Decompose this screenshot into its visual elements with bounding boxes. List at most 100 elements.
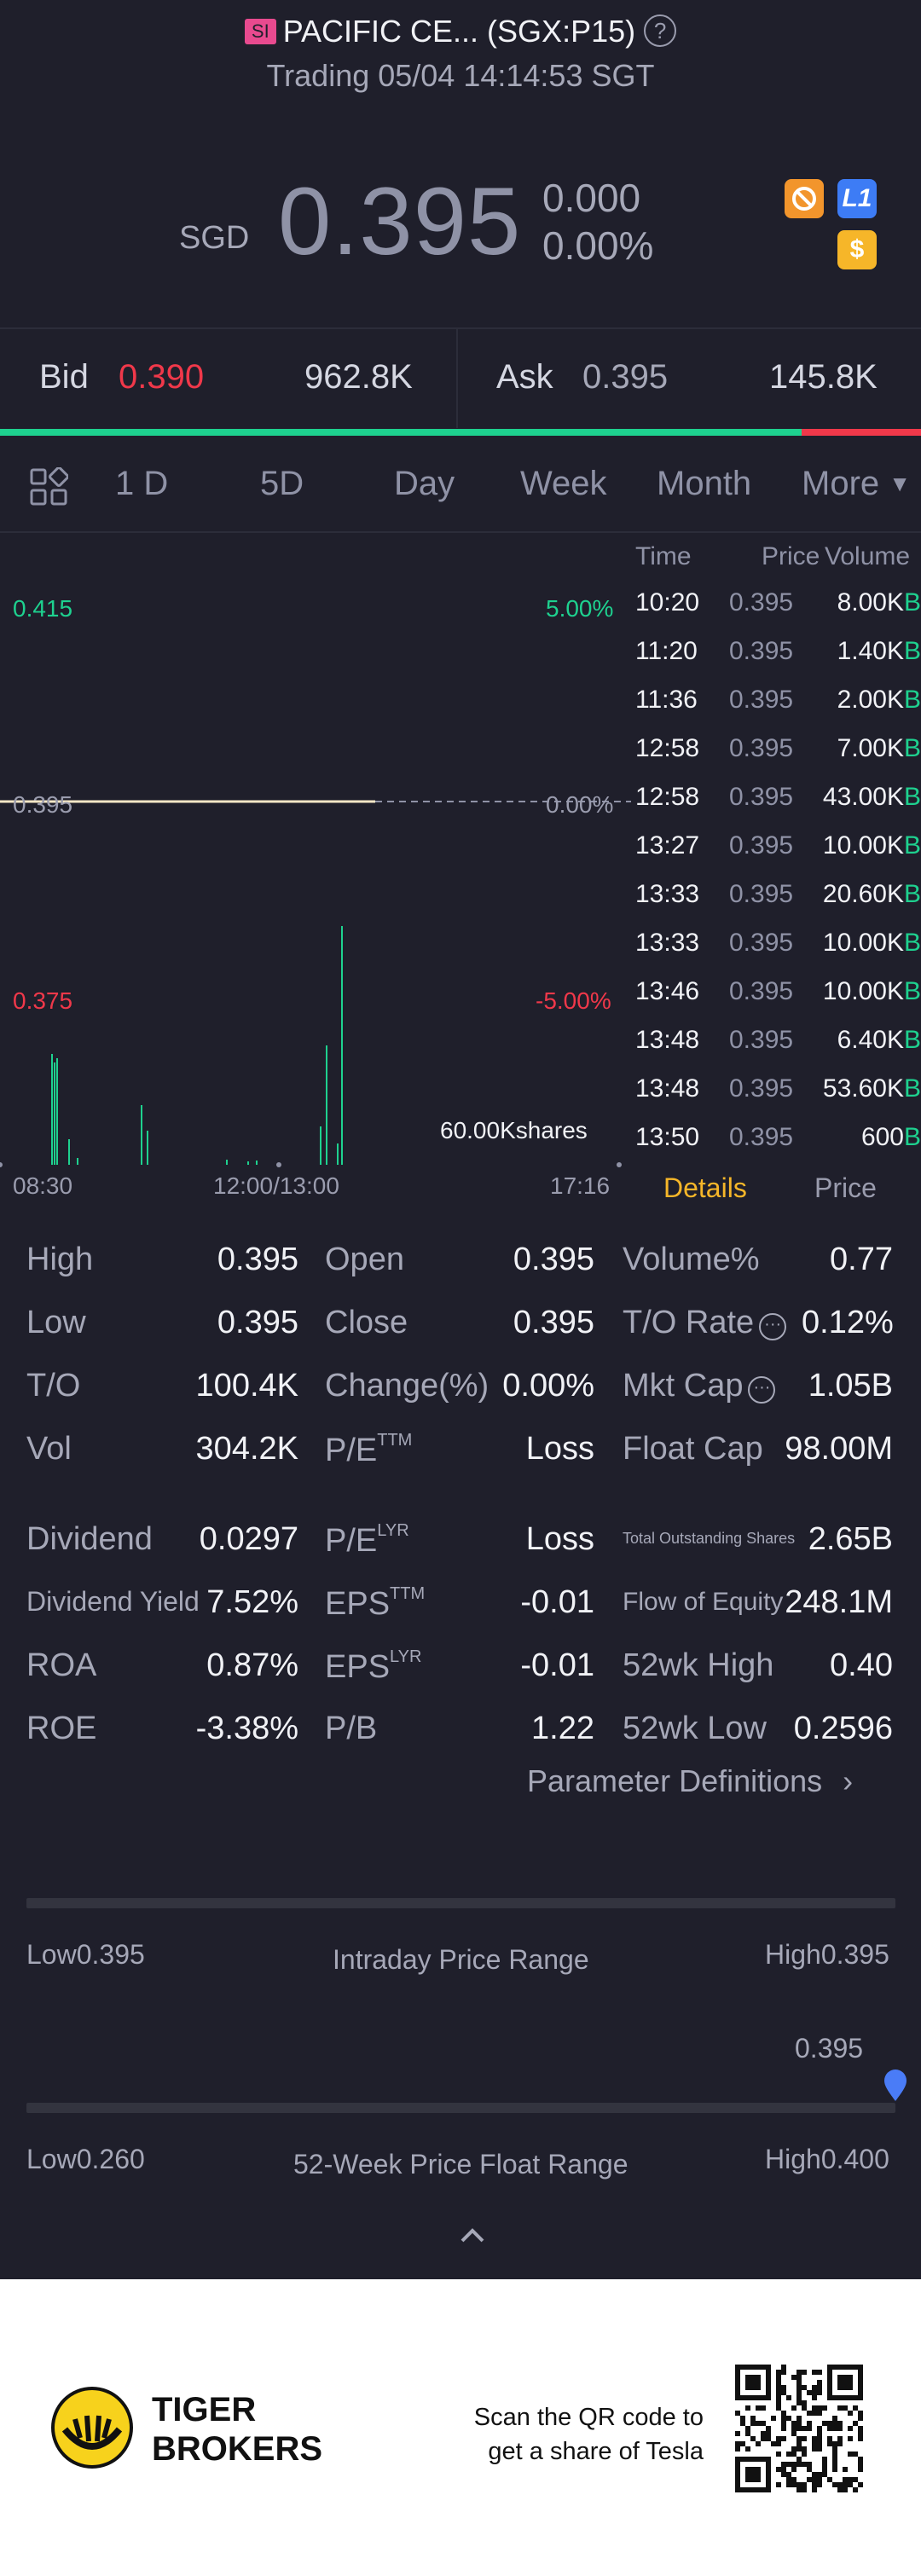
tab-month[interactable]: Month — [657, 465, 752, 502]
trade-price: 0.395 — [729, 637, 794, 665]
parameter-definitions-label: Parameter Definitions — [527, 1763, 823, 1798]
trade-volume: 43.00K — [822, 783, 904, 811]
trade-side: B — [903, 831, 921, 860]
trade-time: 10:20 — [635, 588, 700, 617]
parameter-definitions-link[interactable]: Parameter Definitions › — [527, 1763, 853, 1799]
stat-flow-value: 248.1M — [785, 1584, 893, 1620]
trade-price: 0.395 — [729, 1026, 794, 1054]
volume-bar — [147, 1131, 148, 1165]
tab-price[interactable]: Price — [814, 1172, 877, 1203]
stat-epslyr-label: EPSLYR — [325, 1647, 421, 1686]
trade-side: B — [903, 783, 921, 811]
volume-bar — [226, 1160, 228, 1165]
trading-status: Trading 05/04 14:14:53 SGT — [266, 58, 655, 93]
stat-volpct-label: Volume% — [623, 1242, 760, 1277]
axis-dot — [617, 1162, 622, 1167]
stat-low-value: 0.395 — [217, 1305, 298, 1340]
trade-price: 0.395 — [729, 588, 794, 617]
stat-epslyr-sup: LYR — [390, 1647, 422, 1666]
tab-5d[interactable]: 5D — [260, 465, 304, 502]
trade-side: B — [903, 1074, 921, 1103]
stat-eps-label: EPSTTM — [325, 1584, 425, 1623]
stock-title: SI PACIFIC CE... (SGX:P15)? — [0, 14, 921, 49]
tab-details[interactable]: Details — [663, 1172, 747, 1203]
grid-icon[interactable] — [29, 466, 69, 511]
qr-caption-line-1: Scan the QR code to — [473, 2404, 704, 2431]
tab-week[interactable]: Week — [520, 465, 607, 502]
volume-bar — [247, 1161, 249, 1165]
52wk-range-bar — [26, 2103, 895, 2113]
chevron-up-icon[interactable] — [455, 2222, 489, 2252]
stat-vol-value: 304.2K — [195, 1431, 298, 1467]
volume-scale-label: 60.00Kshares — [440, 1117, 588, 1143]
stat-52wkhigh-label: 52wk High — [623, 1647, 774, 1683]
stat-to-value: 100.4K — [195, 1368, 298, 1404]
bid-ask-separator — [456, 329, 458, 428]
stat-high-label: High — [26, 1242, 94, 1277]
trade-side: B — [903, 637, 921, 665]
price-change-value: 0.000 — [542, 176, 641, 220]
stat-eps-value: -0.01 — [520, 1584, 594, 1620]
tab-day[interactable]: Day — [394, 465, 455, 502]
tab-more[interactable]: More ▼ — [802, 465, 911, 503]
volume-bar — [320, 1126, 321, 1165]
ask-label: Ask — [496, 358, 553, 396]
trade-volume: 8.00K — [837, 588, 904, 617]
stat-torate-label: T/O Rate ··· — [623, 1305, 787, 1341]
trade-time: 11:36 — [635, 686, 698, 714]
stat-pe-label: P/ETTM — [325, 1431, 412, 1469]
stat-dividend-value: 0.0297 — [199, 1521, 298, 1557]
trade-volume: 53.60K — [822, 1074, 904, 1103]
currency-label: SGD — [179, 220, 250, 256]
trade-volume: 10.00K — [822, 929, 904, 957]
volume-bar — [326, 1045, 327, 1165]
range-marker-value: 0.395 — [795, 2033, 864, 2064]
stat-high-value: 0.395 — [217, 1242, 298, 1277]
trade-time: 12:58 — [635, 734, 700, 762]
last-price: 0.395 — [278, 168, 522, 275]
stat-open-label: Open — [325, 1242, 404, 1277]
trade-side: B — [903, 1123, 921, 1151]
trade-side: B — [903, 880, 921, 908]
stat-floatcap-label: Float Cap — [623, 1431, 763, 1467]
stat-mktcap-label-text: Mkt Cap — [623, 1368, 744, 1404]
intraday-chart[interactable] — [0, 537, 631, 1185]
stat-mktcap-label: Mkt Cap ··· — [623, 1368, 776, 1404]
trade-volume: 7.00K — [837, 734, 904, 762]
stat-roe-value: -3.38% — [195, 1711, 298, 1746]
stat-torate-label-text: T/O Rate — [623, 1305, 755, 1340]
tiger-logo-icon — [49, 2385, 135, 2475]
brand-line-2: BROKERS — [152, 2430, 323, 2468]
tab-1d[interactable]: 1 D — [115, 465, 169, 502]
dollar-icon[interactable]: $ — [837, 230, 877, 269]
stat-roa-value: 0.87% — [206, 1647, 298, 1683]
stat-floatcap-value: 98.00M — [785, 1431, 893, 1467]
question-icon[interactable]: ? — [644, 14, 677, 47]
trade-row: 13:46 0.395 10.00K B — [635, 977, 921, 1026]
axis-dots — [0, 1162, 622, 1167]
bid-volume: 962.8K — [304, 358, 413, 396]
strategy-icon[interactable] — [785, 179, 824, 218]
stat-pb-label: P/B — [325, 1711, 378, 1746]
qr-caption: Scan the QR code to get a share of Tesla — [460, 2400, 704, 2469]
stat-to-label: T/O — [26, 1368, 81, 1404]
trade-row: 13:48 0.395 6.40K B — [635, 1026, 921, 1074]
intraday-range-title: Intraday Price Range — [333, 1944, 589, 1975]
trade-side: B — [903, 929, 921, 957]
more-info-icon[interactable]: ··· — [748, 1376, 776, 1404]
price-change-pct: 0.00% — [542, 223, 654, 268]
52wk-low-label: Low0.260 — [26, 2144, 145, 2174]
trade-price: 0.395 — [729, 831, 794, 860]
trade-price: 0.395 — [729, 929, 794, 957]
ask-ratio-bar — [802, 429, 921, 436]
volume-bar — [51, 1054, 53, 1165]
stat-roa-label: ROA — [26, 1647, 97, 1683]
stock-name: PACIFIC CE... (SGX:P15) — [282, 14, 636, 49]
trade-row: 12:58 0.395 7.00K B — [635, 734, 921, 783]
level1-icon[interactable]: L1 — [837, 179, 877, 218]
stat-eps-label-text: EPS — [325, 1586, 391, 1622]
trade-row: 13:27 0.395 10.00K B — [635, 831, 921, 880]
bid-price: 0.390 — [119, 358, 205, 396]
more-info-icon[interactable]: ··· — [759, 1313, 787, 1340]
stat-pe-sup: TTM — [377, 1431, 413, 1450]
